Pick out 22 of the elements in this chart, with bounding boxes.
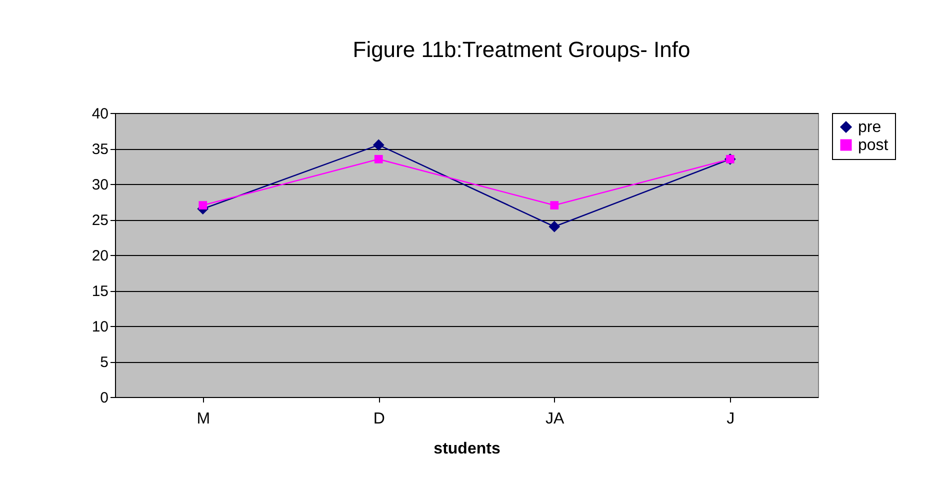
y-tick-label: 35 bbox=[92, 141, 108, 158]
legend-label: pre bbox=[858, 119, 882, 136]
point bbox=[548, 220, 560, 232]
chart-title: Figure 11b:Treatment Groups- Info bbox=[352, 37, 690, 62]
x-tick-label: D bbox=[373, 410, 385, 428]
y-tick-label: 25 bbox=[92, 212, 108, 229]
point bbox=[374, 154, 383, 164]
x-tick-label: J bbox=[726, 410, 735, 428]
point bbox=[372, 139, 384, 151]
y-tick-label: 10 bbox=[92, 318, 108, 336]
point bbox=[550, 201, 559, 210]
y-tick-label: 15 bbox=[92, 283, 108, 300]
y-tick-label: 30 bbox=[92, 176, 108, 194]
x-tick-label: M bbox=[196, 410, 210, 428]
y-tick-label: 40 bbox=[92, 106, 108, 122]
point bbox=[198, 201, 208, 210]
x-axis-title: students bbox=[434, 440, 500, 458]
y-tick-label: 5 bbox=[100, 354, 108, 371]
legend-label: post bbox=[858, 137, 889, 154]
x-tick-label: JA bbox=[546, 410, 565, 428]
y-tick-label: 0 bbox=[100, 390, 108, 406]
y-tick-label: 20 bbox=[92, 248, 108, 264]
